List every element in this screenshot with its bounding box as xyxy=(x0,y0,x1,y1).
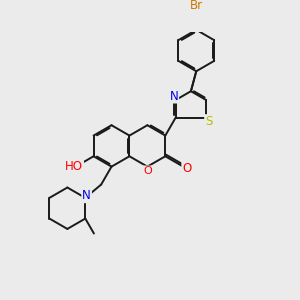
Text: Br: Br xyxy=(190,0,203,12)
Text: N: N xyxy=(169,89,178,103)
Text: O: O xyxy=(143,167,152,176)
Text: O: O xyxy=(182,162,191,175)
Text: HO: HO xyxy=(65,160,83,173)
Text: N: N xyxy=(82,189,91,202)
Text: S: S xyxy=(205,115,212,128)
